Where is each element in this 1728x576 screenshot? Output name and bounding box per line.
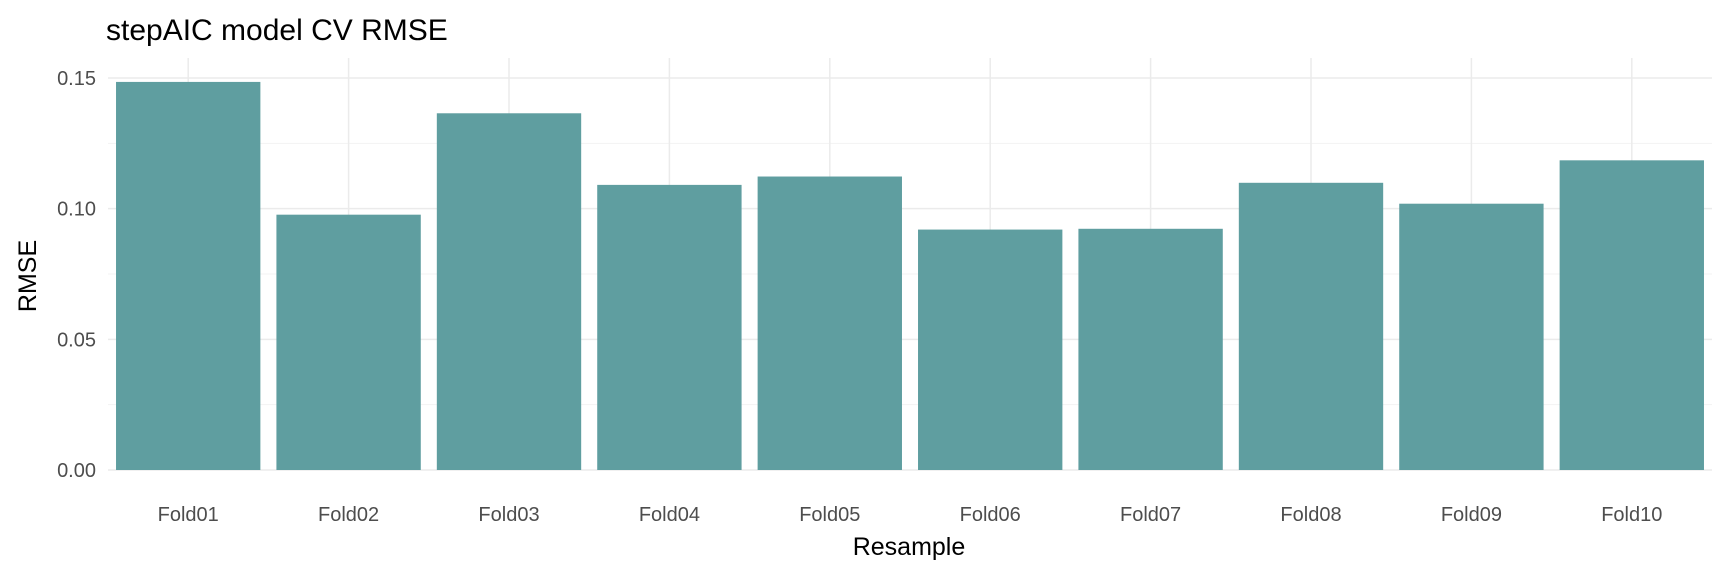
bar-fold05 <box>757 176 902 471</box>
y-tick-label: 0.10 <box>57 199 96 221</box>
bars <box>116 81 1704 471</box>
bar-fold03 <box>436 113 582 470</box>
bar-fold08 <box>1238 182 1384 470</box>
y-axis-title: RMSE <box>14 240 42 312</box>
x-tick-label: Fold01 <box>158 504 219 526</box>
bar-fold01 <box>116 81 261 471</box>
bar-fold10 <box>1559 160 1704 470</box>
x-tick-label: Fold09 <box>1441 504 1502 526</box>
x-axis-tick-labels: Fold01 Fold02 Fold03 Fold04 Fold05 Fold06 Fold… <box>158 504 1663 526</box>
x-axis-title: Resample <box>853 533 966 561</box>
x-tick-label: Fold05 <box>799 504 860 526</box>
bar-fold09 <box>1399 203 1544 470</box>
x-tick-label: Fold10 <box>1601 504 1662 526</box>
chart-title: stepAIC model CV RMSE <box>106 14 448 47</box>
bar-fold07 <box>1078 228 1223 470</box>
y-tick-label: 0.05 <box>57 329 96 351</box>
bar-fold06 <box>918 229 1063 470</box>
y-tick-label: 0.15 <box>57 68 96 90</box>
y-axis-tick-labels: 0.00 0.05 0.10 0.15 <box>57 68 96 482</box>
y-tick-label: 0.00 <box>57 460 96 482</box>
x-tick-label: Fold02 <box>318 504 379 526</box>
x-tick-label: Fold04 <box>639 504 700 526</box>
x-tick-label: Fold08 <box>1280 504 1341 526</box>
bar-fold02 <box>276 214 421 470</box>
x-tick-label: Fold06 <box>960 504 1021 526</box>
x-tick-label: Fold03 <box>478 504 539 526</box>
bar-fold04 <box>597 184 742 471</box>
x-tick-label: Fold07 <box>1120 504 1181 526</box>
